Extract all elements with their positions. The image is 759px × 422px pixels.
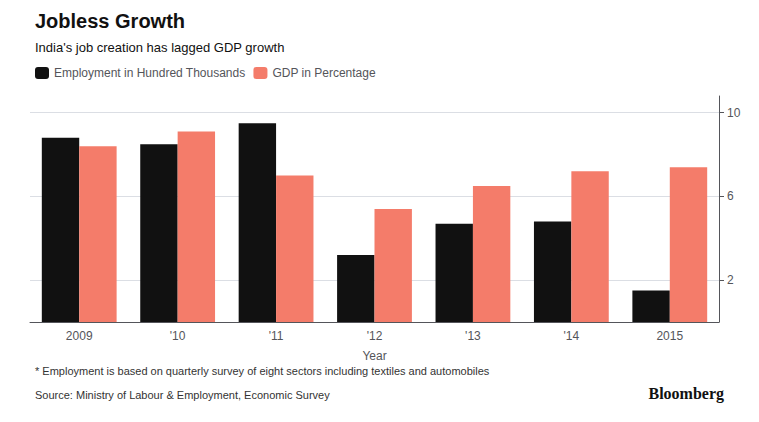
svg-text:Source: Ministry of Labour & E: Source: Ministry of Labour & Employment,… xyxy=(35,389,330,401)
svg-text:Year: Year xyxy=(362,349,386,363)
svg-text:10: 10 xyxy=(727,106,741,120)
svg-text:'13: '13 xyxy=(465,329,481,343)
svg-text:2009: 2009 xyxy=(66,329,93,343)
svg-text:'11: '11 xyxy=(269,329,284,343)
svg-text:* Employment is based on quart: * Employment is based on quarterly surve… xyxy=(35,365,490,377)
svg-text:2: 2 xyxy=(727,273,734,287)
svg-text:'12: '12 xyxy=(367,329,383,343)
svg-text:2015: 2015 xyxy=(656,329,683,343)
svg-text:6: 6 xyxy=(727,189,734,203)
svg-text:GDP in Percentage: GDP in Percentage xyxy=(272,66,375,80)
svg-text:Employment in Hundred Thousand: Employment in Hundred Thousands xyxy=(54,66,245,80)
svg-text:Jobless Growth: Jobless Growth xyxy=(35,10,185,32)
svg-text:Bloomberg: Bloomberg xyxy=(648,385,724,403)
svg-text:'10: '10 xyxy=(170,329,186,343)
svg-text:'14: '14 xyxy=(564,329,580,343)
svg-text:India's job creation has lagge: India's job creation has lagged GDP grow… xyxy=(35,40,284,55)
